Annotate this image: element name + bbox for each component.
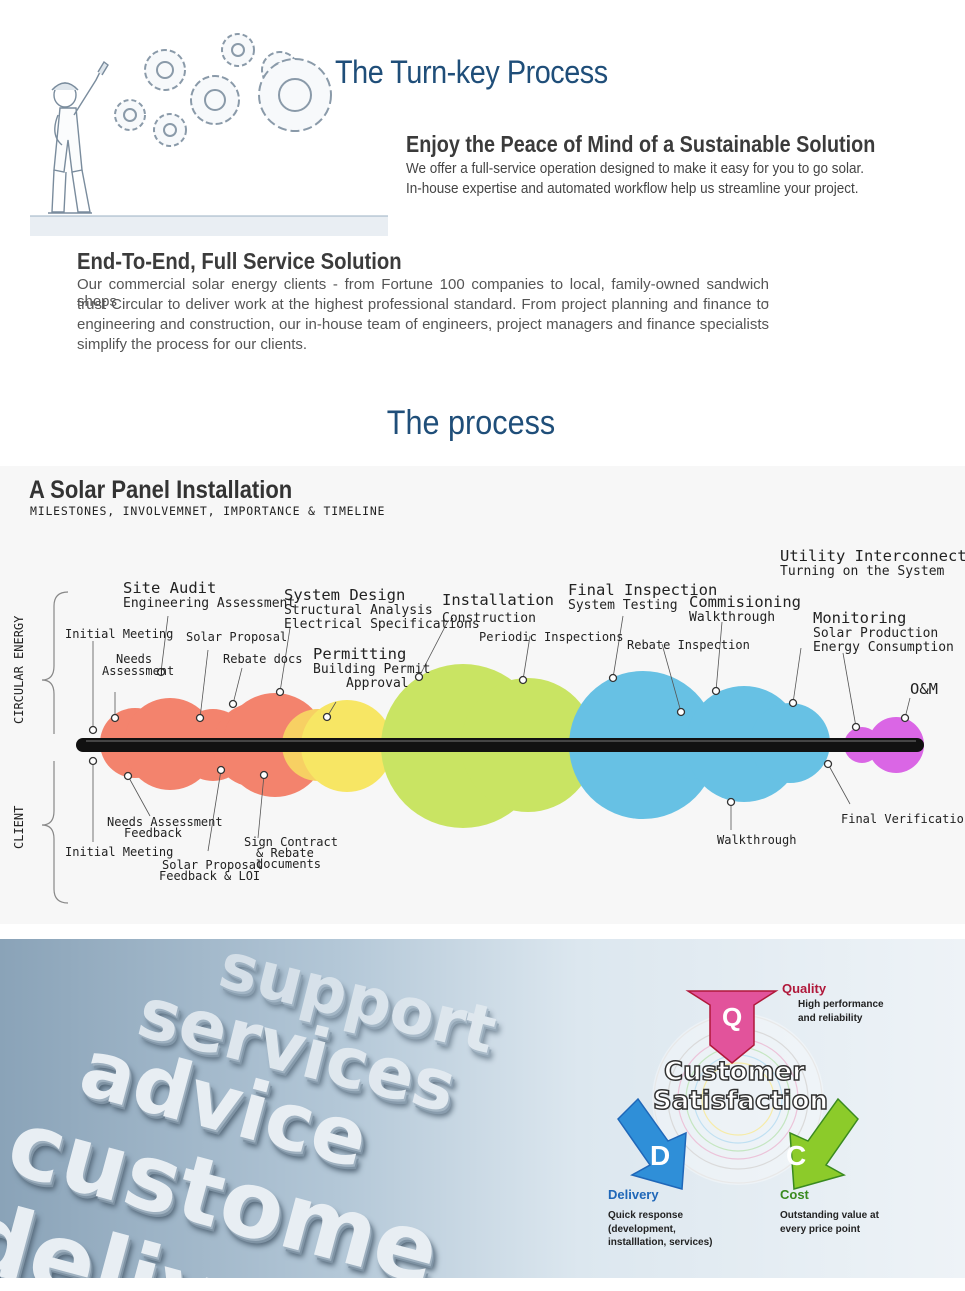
label-utility-interconnection: Utility Interconnection <box>780 547 965 565</box>
cost-arrow-icon <box>789 1097 859 1190</box>
solar-installation-timeline: A Solar Panel Installation MILESTONES, I… <box>0 466 965 924</box>
label-monitoring-sub2: Energy Consumption <box>813 640 954 655</box>
customer-text: Customer <box>663 1056 805 1088</box>
label-final-verification: Final Verification <box>841 812 965 826</box>
label-solar-proposal: Solar Proposal <box>186 630 288 644</box>
timeline-graphic <box>41 591 924 904</box>
end-to-end-heading: End-To-End, Full Service Solution <box>77 248 402 274</box>
quality-letter: Q <box>722 1002 743 1032</box>
label-permitting-sub2: Approval <box>346 676 409 691</box>
leader-lines <box>92 615 911 852</box>
top-brace-icon <box>41 591 69 734</box>
end-to-end-text-line: engineering and construction, our in-hou… <box>77 316 769 333</box>
cost-title: Cost <box>780 1187 809 1202</box>
label-needs-feedback: Needs Assessment <box>107 815 223 829</box>
engineer-with-gears-illustration <box>30 20 390 238</box>
label-proposal-feedback: Solar Proposal <box>162 858 264 872</box>
label-system-design-sub2: Electrical Specifications <box>284 617 480 632</box>
label-initial-meeting: Initial Meeting <box>65 627 174 641</box>
end-to-end-text-line: Our commercial solar energy clients - fr… <box>77 276 769 310</box>
label-system-design: System Design <box>284 586 406 604</box>
label-installation-sub: Construction <box>442 611 536 626</box>
cost-letter: C <box>786 1140 807 1171</box>
quality-title: Quality <box>782 981 827 996</box>
label-sign-contract: Sign Contract <box>244 835 338 849</box>
timeline-subtitle: MILESTONES, INVOLVEMNET, IMPORTANCE & TI… <box>30 504 386 518</box>
end-to-end-text-line: trust Circular to deliver work at the hi… <box>77 296 769 313</box>
peace-text-line: In-house expertise and automated workflo… <box>406 180 859 197</box>
side-label-client: CLIENT <box>12 805 26 849</box>
quality-arrow-icon <box>685 990 779 1064</box>
label-final-inspection: Final Inspection <box>568 581 718 599</box>
label-commisioning: Commisioning <box>689 593 801 611</box>
satisfaction-text: Satisfaction <box>652 1085 829 1117</box>
label-needs: Needs <box>116 652 153 666</box>
end-to-end-text-line: simplify the process for our clients. <box>77 336 308 353</box>
label-monitoring-sub1: Solar Production <box>813 626 939 641</box>
label-periodic-inspections: Periodic Inspections <box>479 630 624 644</box>
label-client-initial-meeting: Initial Meeting <box>65 845 174 859</box>
qdc-cycle-diagram <box>617 990 859 1190</box>
label-rebate-docs: Rebate docs <box>223 652 303 666</box>
label-needs-feedback-2: Feedback <box>124 826 182 840</box>
bottom-brace-icon <box>41 761 69 904</box>
delivery-title: Delivery <box>608 1187 659 1202</box>
milestone-dots <box>88 667 910 807</box>
label-commisioning-sub: Walkthrough <box>689 610 776 625</box>
label-walkthrough: Walkthrough <box>717 833 797 847</box>
customer-satisfaction-banner: support services advice custome deliv Q … <box>0 939 965 1278</box>
label-permitting: Permitting <box>313 645 407 663</box>
label-sign-contract-2: & Rebate <box>256 846 314 860</box>
process-title: The process <box>386 404 556 442</box>
timeline-bar <box>76 738 924 752</box>
side-label-circular-energy: CIRCULAR ENERGY <box>12 615 26 724</box>
delivery-letter: D <box>650 1140 671 1171</box>
label-monitoring: Monitoring <box>813 609 907 627</box>
timeline-title: A Solar Panel Installation <box>29 476 293 504</box>
label-assessment: Assessment <box>102 664 175 678</box>
label-permitting-sub1: Building Permit <box>313 662 431 677</box>
delivery-arrow-icon <box>617 1097 687 1190</box>
peace-text-line: We offer a full-service operation design… <box>406 160 865 177</box>
cost-desc: Outstanding value at every price point <box>780 1210 879 1235</box>
delivery-desc: Quick response (development, installlation… <box>608 1210 713 1248</box>
label-installation: Installation <box>442 591 554 609</box>
quality-desc: High performance and reliability <box>798 999 884 1024</box>
label-proposal-feedback-2: Feedback & LOI <box>159 869 261 883</box>
label-rebate-inspection: Rebate Inspection <box>627 638 750 652</box>
label-utility-sub: Turning on the System <box>780 564 945 579</box>
peace-heading: Enjoy the Peace of Mind of a Sustainable… <box>406 131 876 157</box>
label-site-audit: Site Audit <box>123 579 217 597</box>
label-site-audit-sub: Engineering Assessment <box>123 596 296 611</box>
label-system-design-sub1: Structural Analysis <box>284 603 433 618</box>
label-om: O&M <box>910 680 938 698</box>
page-title: The Turn-key Process <box>335 54 608 90</box>
label-final-inspection-sub: System Testing <box>568 598 678 613</box>
label-sign-contract-3: documents <box>256 857 322 871</box>
